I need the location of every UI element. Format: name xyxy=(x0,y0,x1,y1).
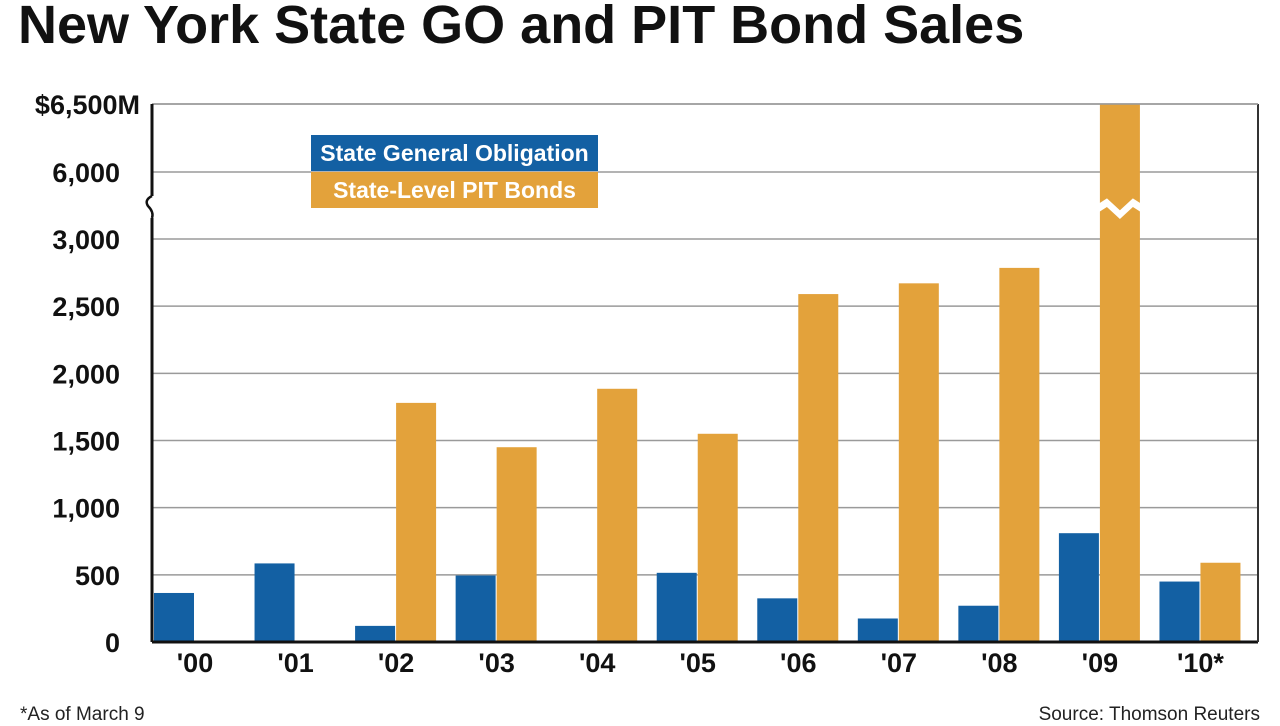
y-tick-label: $6,500M xyxy=(35,90,140,120)
plot-frame xyxy=(145,103,1259,644)
bar xyxy=(958,605,999,642)
y-tick-label: 6,000 xyxy=(52,158,120,188)
x-tick-label: '10* xyxy=(1177,648,1224,678)
bar xyxy=(697,433,738,642)
bar-break-gap xyxy=(1095,199,1144,219)
bar xyxy=(999,267,1040,642)
bar xyxy=(597,388,638,642)
bar xyxy=(1099,104,1140,642)
bar xyxy=(1058,533,1099,642)
y-axis-ticks: 0 500 1,000 1,500 2,000 2,500 3,000 6,000 $6,500… xyxy=(35,90,140,658)
bar-break-line xyxy=(1095,198,1145,212)
x-tick-label: '09 xyxy=(1082,648,1118,678)
bar xyxy=(857,618,898,642)
y-tick-label: 500 xyxy=(75,561,120,591)
bar xyxy=(154,592,194,642)
bar xyxy=(355,625,396,642)
bar xyxy=(455,575,496,642)
bar xyxy=(396,402,437,642)
y-tick-label: 1,000 xyxy=(52,494,120,524)
legend-swatch xyxy=(311,135,598,171)
bar xyxy=(1159,581,1200,642)
source-note: Source: Thomson Reuters xyxy=(1038,704,1260,725)
footnote: *As of March 9 xyxy=(20,704,145,725)
x-tick-label: '00 xyxy=(177,648,213,678)
x-tick-label: '02 xyxy=(378,648,414,678)
x-tick-label: '06 xyxy=(780,648,816,678)
bar xyxy=(757,598,798,642)
x-axis-ticks: '00 '01 '02 '03 '04 '05 '06 '07 '08 '09 '10* xyxy=(177,648,1225,678)
legend-label: State General Obligation xyxy=(320,140,588,166)
bar xyxy=(898,283,939,642)
x-tick-label: '08 xyxy=(981,648,1017,678)
legend-label: State-Level PIT Bonds xyxy=(333,177,576,203)
bar xyxy=(496,447,537,642)
x-tick-label: '07 xyxy=(881,648,917,678)
y-axis-break-mark xyxy=(145,194,154,219)
legend: State General Obligation State-Level PIT … xyxy=(311,135,598,208)
bar xyxy=(254,563,295,642)
legend-swatch xyxy=(311,172,598,208)
bars xyxy=(154,104,1241,642)
y-tick-label: 2,500 xyxy=(52,292,120,322)
x-tick-label: '04 xyxy=(579,648,615,678)
x-tick-label: '03 xyxy=(478,648,514,678)
x-tick-label: '05 xyxy=(680,648,716,678)
bar xyxy=(798,294,839,642)
y-tick-label: 2,000 xyxy=(52,359,120,389)
bar xyxy=(656,572,697,642)
y-tick-label: 0 xyxy=(105,628,120,658)
chart-title: New York State GO and PIT Bond Sales xyxy=(18,0,1025,55)
bar xyxy=(1200,562,1241,642)
y-tick-label: 1,500 xyxy=(52,427,120,457)
y-tick-label: 3,000 xyxy=(52,225,120,255)
x-tick-label: '01 xyxy=(277,648,313,678)
